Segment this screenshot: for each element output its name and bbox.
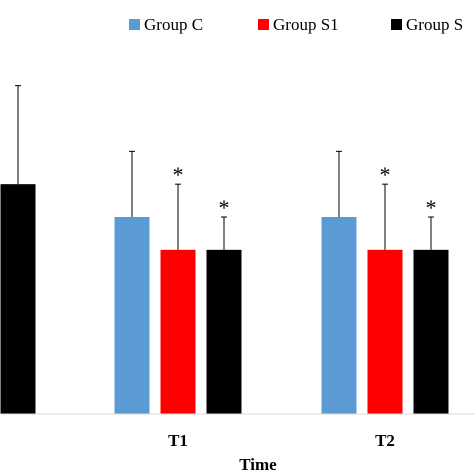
- x-tick-labels: T1 T2: [168, 431, 395, 450]
- legend-swatch-group-s1: [258, 19, 269, 30]
- error-bars: [15, 85, 434, 250]
- significance-markers: * * * *: [173, 162, 437, 220]
- legend-swatch-group-c: [129, 19, 140, 30]
- significance-star-group-s-t2: *: [426, 195, 437, 220]
- legend-label-group-s: Group S: [406, 15, 463, 34]
- x-tick-t1: T1: [168, 431, 188, 450]
- legend-swatch-group-s: [391, 19, 402, 30]
- bar-group-s1-t1: [160, 249, 196, 414]
- bar-group-s-t2: [413, 249, 449, 414]
- bar-group-c-t2: [321, 217, 357, 414]
- legend: Group C Group S1 Group S: [129, 15, 463, 34]
- significance-star-group-s1-t1: *: [173, 162, 184, 187]
- bar-group-s-group-1: [0, 184, 36, 414]
- bar-group-s-t1: [206, 249, 242, 414]
- bar-group-s1-t2: [367, 249, 403, 414]
- legend-label-group-s1: Group S1: [273, 15, 339, 34]
- x-tick-t2: T2: [375, 431, 395, 450]
- legend-label-group-c: Group C: [144, 15, 203, 34]
- significance-star-group-s-t1: *: [219, 195, 230, 220]
- significance-star-group-s1-t2: *: [380, 162, 391, 187]
- bars: [0, 184, 449, 414]
- bar-group-c-t1: [114, 217, 150, 414]
- x-axis-title: Time: [239, 455, 277, 474]
